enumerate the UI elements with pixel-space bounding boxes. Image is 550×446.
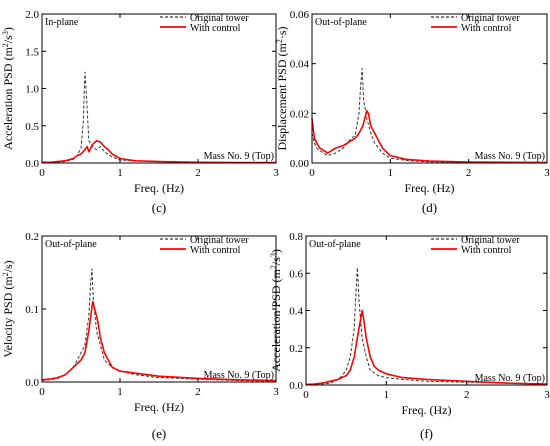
x-tick-label: 3 <box>544 389 550 401</box>
plane-label: Out-of-plane <box>315 17 367 28</box>
y-tick-label: 0.5 <box>25 121 39 133</box>
x-tick-label: 0 <box>39 386 45 398</box>
location-label: Mass No. 9 (Top) <box>475 373 545 384</box>
series-line-with-control <box>305 309 548 386</box>
legend-label: With control <box>190 245 241 256</box>
y-tick-label: 0.00 <box>290 158 310 170</box>
x-tick-label: 3 <box>273 386 279 398</box>
plane-label: Out-of-plane <box>45 239 97 250</box>
y-axis-title: Displacement PSD (m2·s) <box>275 27 290 151</box>
x-axis-title: Freq. (Hz) <box>402 403 452 417</box>
y-tick-label: 0.4 <box>289 306 303 318</box>
panel-label: (d) <box>422 200 437 215</box>
series-line-original-tower <box>305 267 548 386</box>
series-line-original-tower <box>41 268 277 382</box>
y-tick-label: 0.2 <box>289 343 303 355</box>
y-tick-label: 0.8 <box>289 231 303 243</box>
legend-label: Original tower <box>190 13 249 24</box>
x-tick-label: 1 <box>384 389 390 401</box>
chart-panel-2: 0 1 2 3 0.00 0.02 0.04 0.06 Freq. (Hz) Displaceme… <box>275 9 550 215</box>
x-axis-title: Freq. (Hz) <box>405 181 455 195</box>
x-tick-label: 0 <box>303 389 309 401</box>
plane-label: In-plane <box>45 17 79 28</box>
y-tick-label: 1.0 <box>25 84 39 96</box>
y-tick-label: 1.5 <box>25 46 39 58</box>
legend-label: Original tower <box>190 235 249 246</box>
y-tick-label: 0.06 <box>290 9 310 21</box>
panel-label: (c) <box>152 200 166 215</box>
y-axis-title: Acceleration PSD (m2/s3) <box>269 249 284 372</box>
x-tick-label: 1 <box>388 167 394 179</box>
panel-label: (e) <box>152 426 166 441</box>
x-tick-label: 0 <box>39 167 45 179</box>
y-tick-label: 0.02 <box>290 108 309 120</box>
legend-label: With control <box>190 23 241 34</box>
x-tick-label: 0 <box>309 167 315 179</box>
x-tick-label: 2 <box>195 386 201 398</box>
legend-label: Original tower <box>461 13 520 24</box>
panel-label: (f) <box>420 426 433 441</box>
x-axis-title: Freq. (Hz) <box>134 400 184 414</box>
location-label: Mass No. 9 (Top) <box>204 151 274 162</box>
y-axis-title: Velocity PSD (m2/s) <box>1 260 16 357</box>
y-tick-label: 0.0 <box>25 158 39 170</box>
chart-panel-1: 0 1 2 3 0.0 0.5 1.0 1.5 2.0 Freq. (Hz) Acceleratio… <box>1 9 280 215</box>
y-tick-label: 0.2 <box>25 231 39 243</box>
y-tick-label: 0.1 <box>25 304 39 316</box>
y-tick-label: 0.0 <box>289 380 303 392</box>
x-tick-label: 2 <box>466 167 472 179</box>
series-line-original-tower <box>42 71 276 164</box>
plot-frame <box>311 13 548 164</box>
y-tick-label: 0.0 <box>25 377 39 389</box>
y-axis-title: Acceleration PSD (m2/s3) <box>1 27 16 150</box>
y-tick-label: 0.6 <box>289 268 303 280</box>
chart-panel-4: 0 1 2 3 0.0 0.2 0.4 0.6 0.8 Freq. (Hz) Acceleratio… <box>269 231 550 441</box>
series-line-with-control <box>311 110 548 164</box>
y-tick-label: 0.04 <box>290 59 310 71</box>
x-tick-label: 2 <box>195 167 201 179</box>
location-label: Mass No. 9 (Top) <box>475 151 545 162</box>
plot-frame <box>305 235 548 386</box>
x-tick-label: 3 <box>273 167 279 179</box>
plane-label: Out-of-plane <box>309 239 361 250</box>
y-tick-label: 2.0 <box>25 9 39 21</box>
x-tick-label: 2 <box>464 389 470 401</box>
x-tick-label: 1 <box>117 167 123 179</box>
series-line-with-control <box>41 300 277 382</box>
legend-label: With control <box>461 23 512 34</box>
series-line-with-control <box>42 139 276 164</box>
x-tick-label: 1 <box>117 386 123 398</box>
x-tick-label: 3 <box>544 167 550 179</box>
location-label: Mass No. 9 (Top) <box>204 370 274 381</box>
x-axis-title: Freq. (Hz) <box>134 181 184 195</box>
plot-frame <box>41 13 277 164</box>
legend-label: With control <box>461 245 512 256</box>
legend-label: Original tower <box>461 235 520 246</box>
series-line-original-tower <box>311 68 548 163</box>
plot-frame <box>41 235 277 383</box>
chart-panel-3: 0 1 2 3 0.0 0.1 0.2 Freq. (Hz) Velocity PSD (m2/… <box>1 231 280 441</box>
